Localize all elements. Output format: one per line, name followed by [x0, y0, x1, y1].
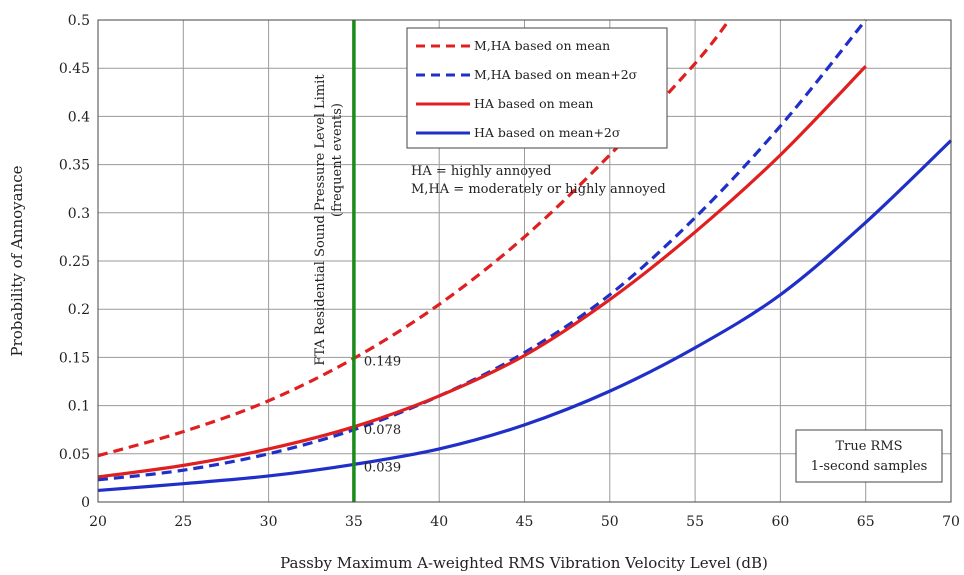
y-tick-label: 0.4: [68, 109, 90, 125]
legend-label-ha-mean: HA based on mean: [474, 96, 593, 111]
y-tick-label: 0.2: [68, 302, 90, 318]
legend-label-mha-mean2s: M,HA based on mean+2σ: [474, 67, 638, 82]
legend-box: [406, 27, 668, 149]
point-label: 0.149: [364, 354, 401, 369]
definition-mha: M,HA = moderately or highly annoyed: [411, 182, 666, 197]
x-tick-label: 60: [771, 514, 789, 530]
x-axis-title: Passby Maximum A-weighted RMS Vibration …: [280, 554, 768, 572]
series-line-1: [97, 18, 867, 482]
x-tick-label: 50: [601, 514, 619, 530]
x-tick-label: 55: [686, 514, 704, 530]
x-tick-label: 40: [430, 514, 448, 530]
y-tick-label: 0.1: [68, 399, 90, 415]
y-tick-label: 0.3: [68, 206, 90, 222]
point-label: 0.078: [364, 423, 401, 438]
legend: M,HA based on mean M,HA based on mean+2σ…: [406, 27, 668, 149]
y-tick-label: 0: [81, 495, 90, 511]
series-line-2: [97, 65, 867, 479]
x-tick-label: 25: [174, 514, 192, 530]
point-labels: 0.149 0.078 0.039: [364, 354, 401, 475]
y-tick-label: 0.35: [59, 158, 90, 174]
x-tick-label: 45: [516, 514, 534, 530]
y-tick-label: 0.15: [59, 350, 90, 366]
legend-label-mha-mean: M,HA based on mean: [474, 38, 610, 53]
y-tick-labels: 0 0.05 0.1 0.15 0.2 0.25 0.3 0.35 0.4 0.45 0.5: [59, 13, 90, 511]
y-tick-label: 0.5: [68, 13, 90, 29]
plot-frame: [97, 19, 952, 503]
series-line-3: [97, 139, 953, 493]
x-tick-labels: 20 25 30 35 40 45 50 55 60 65 70: [89, 514, 960, 530]
y-tick-label: 0.25: [59, 254, 90, 270]
y-axis-title: Probability of Annoyance: [8, 165, 26, 356]
limit-sublabel: (frequent events): [330, 103, 345, 217]
x-tick-label: 20: [89, 514, 107, 530]
limit-label: FTA Residential Sound Pressure Level Lim…: [313, 74, 328, 366]
x-tick-label: 65: [857, 514, 875, 530]
note-box-line2: 1-second samples: [811, 459, 928, 474]
legend-label-ha-mean2s: HA based on mean+2σ: [474, 125, 621, 140]
x-tick-label: 70: [942, 514, 960, 530]
point-label: 0.039: [364, 460, 401, 475]
note-box-line1: True RMS: [835, 439, 902, 454]
vertical-limit: FTA Residential Sound Pressure Level Lim…: [313, 20, 356, 502]
y-tick-label: 0.45: [59, 61, 90, 77]
x-tick-label: 35: [345, 514, 363, 530]
definition-ha: HA = highly annoyed: [411, 164, 551, 179]
x-tick-label: 30: [260, 514, 278, 530]
note-box: [795, 429, 943, 483]
y-tick-label: 0.05: [59, 447, 90, 463]
